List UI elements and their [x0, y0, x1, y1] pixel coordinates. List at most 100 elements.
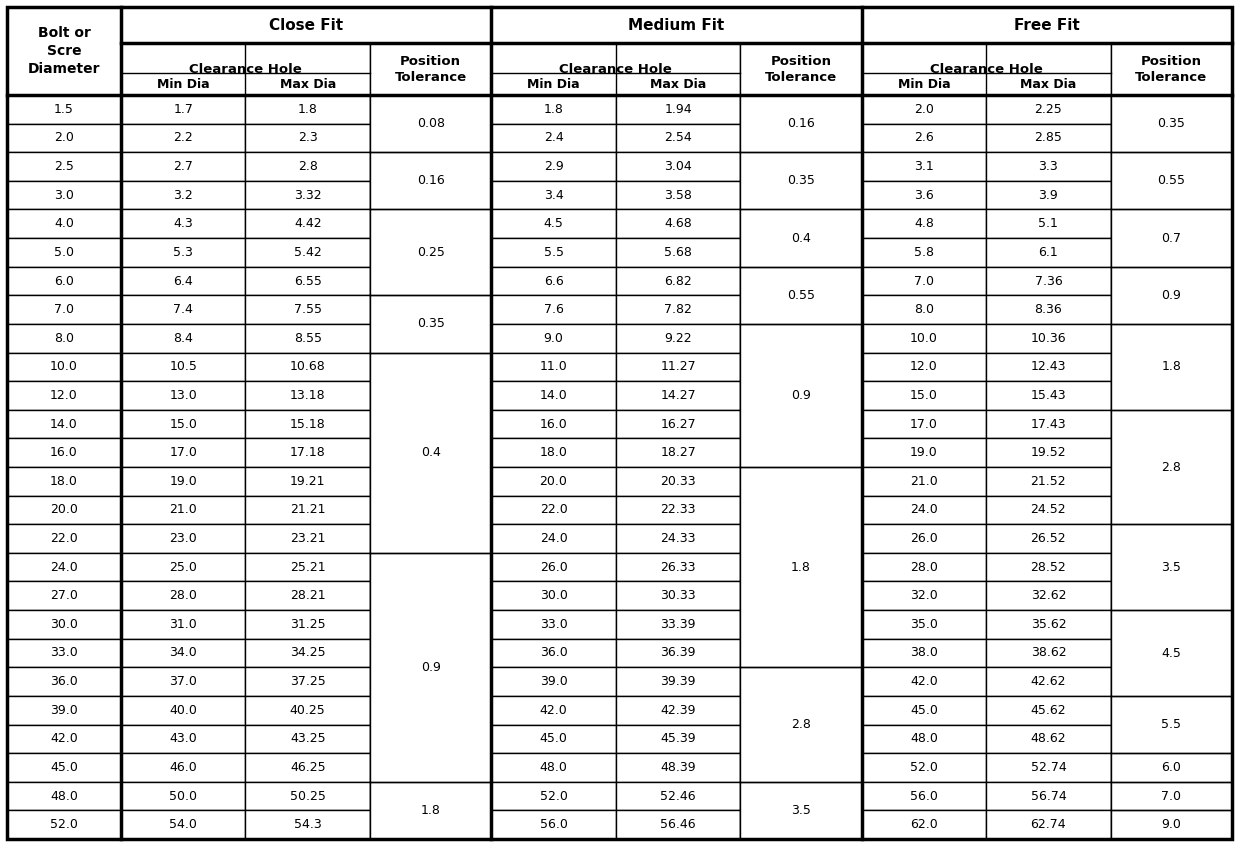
- Bar: [245, 753, 370, 782]
- Text: 45.0: 45.0: [909, 704, 938, 717]
- Bar: [741, 810, 861, 839]
- Text: 8.55: 8.55: [294, 332, 322, 344]
- Bar: [741, 382, 861, 409]
- Text: 12.43: 12.43: [1031, 360, 1066, 373]
- Bar: [741, 467, 861, 667]
- Bar: [370, 810, 492, 839]
- Bar: [370, 782, 492, 839]
- Bar: [616, 124, 741, 152]
- Bar: [986, 152, 1110, 181]
- Bar: [986, 295, 1110, 324]
- Text: 46.25: 46.25: [290, 761, 326, 774]
- Bar: [741, 152, 861, 181]
- Bar: [370, 409, 492, 438]
- Bar: [861, 124, 986, 152]
- Bar: [741, 724, 861, 753]
- Text: 8.36: 8.36: [1035, 303, 1062, 316]
- Bar: [370, 382, 492, 409]
- Bar: [370, 152, 492, 210]
- Bar: [1110, 152, 1232, 181]
- Text: 17.43: 17.43: [1031, 418, 1067, 431]
- Text: 6.55: 6.55: [294, 274, 322, 288]
- Text: 33.0: 33.0: [540, 618, 567, 631]
- Bar: [616, 152, 741, 181]
- Bar: [492, 525, 616, 552]
- Text: 48.0: 48.0: [50, 789, 78, 803]
- Bar: [986, 467, 1110, 496]
- Bar: [121, 467, 245, 496]
- Bar: [986, 525, 1110, 552]
- Text: 28.52: 28.52: [1031, 561, 1067, 574]
- Text: 56.0: 56.0: [540, 818, 567, 831]
- Text: 48.0: 48.0: [909, 733, 938, 745]
- Bar: [492, 43, 741, 95]
- Text: 15.43: 15.43: [1031, 389, 1067, 402]
- Bar: [986, 238, 1110, 266]
- Bar: [7, 667, 121, 696]
- Text: 18.27: 18.27: [660, 446, 696, 459]
- Bar: [616, 181, 741, 210]
- Bar: [7, 266, 121, 295]
- Text: 8.0: 8.0: [55, 332, 74, 344]
- Text: 21.21: 21.21: [290, 503, 326, 516]
- Bar: [121, 409, 245, 438]
- Bar: [7, 210, 121, 238]
- Bar: [370, 152, 492, 181]
- Bar: [986, 639, 1110, 667]
- Text: Free Fit: Free Fit: [1014, 18, 1079, 32]
- Bar: [370, 782, 492, 810]
- Bar: [121, 324, 245, 353]
- Bar: [1110, 409, 1232, 438]
- Text: 22.0: 22.0: [540, 503, 567, 516]
- Text: 4.8: 4.8: [914, 217, 934, 230]
- Bar: [121, 438, 245, 467]
- Bar: [1110, 124, 1232, 152]
- Bar: [1110, 467, 1232, 496]
- Text: Clearance Hole: Clearance Hole: [190, 63, 302, 75]
- Bar: [121, 353, 245, 382]
- Bar: [121, 667, 245, 696]
- Text: 25.0: 25.0: [170, 561, 197, 574]
- Text: 0.9: 0.9: [421, 661, 441, 673]
- Bar: [370, 95, 492, 152]
- Text: 42.0: 42.0: [50, 733, 78, 745]
- Text: 4.0: 4.0: [55, 217, 74, 230]
- Text: 8.0: 8.0: [914, 303, 934, 316]
- Text: Close Fit: Close Fit: [269, 18, 343, 32]
- Text: 33.39: 33.39: [660, 618, 696, 631]
- Text: 30.33: 30.33: [660, 590, 696, 602]
- Text: 25.21: 25.21: [290, 561, 326, 574]
- Bar: [245, 409, 370, 438]
- Bar: [121, 696, 245, 724]
- Text: 35.62: 35.62: [1031, 618, 1067, 631]
- Text: 4.5: 4.5: [1161, 646, 1181, 660]
- Bar: [245, 610, 370, 639]
- Bar: [121, 295, 245, 324]
- Bar: [121, 43, 370, 95]
- Text: 43.0: 43.0: [170, 733, 197, 745]
- Bar: [861, 667, 986, 696]
- Bar: [986, 610, 1110, 639]
- Text: 0.08: 0.08: [416, 117, 445, 130]
- Text: 0.4: 0.4: [790, 232, 810, 244]
- Text: 26.33: 26.33: [660, 561, 696, 574]
- Text: 0.4: 0.4: [421, 446, 441, 459]
- Text: 30.0: 30.0: [540, 590, 567, 602]
- Text: 14.0: 14.0: [50, 418, 78, 431]
- Bar: [245, 810, 370, 839]
- Bar: [741, 667, 861, 696]
- Bar: [245, 496, 370, 525]
- Text: 19.0: 19.0: [170, 475, 197, 488]
- Bar: [370, 43, 492, 95]
- Text: 6.0: 6.0: [1161, 761, 1181, 774]
- Bar: [1110, 152, 1232, 210]
- Text: 45.0: 45.0: [540, 733, 567, 745]
- Bar: [616, 496, 741, 525]
- Bar: [741, 496, 861, 525]
- Bar: [7, 382, 121, 409]
- Bar: [861, 639, 986, 667]
- Bar: [245, 667, 370, 696]
- Bar: [1110, 496, 1232, 525]
- Text: 26.0: 26.0: [909, 532, 938, 545]
- Bar: [741, 353, 861, 382]
